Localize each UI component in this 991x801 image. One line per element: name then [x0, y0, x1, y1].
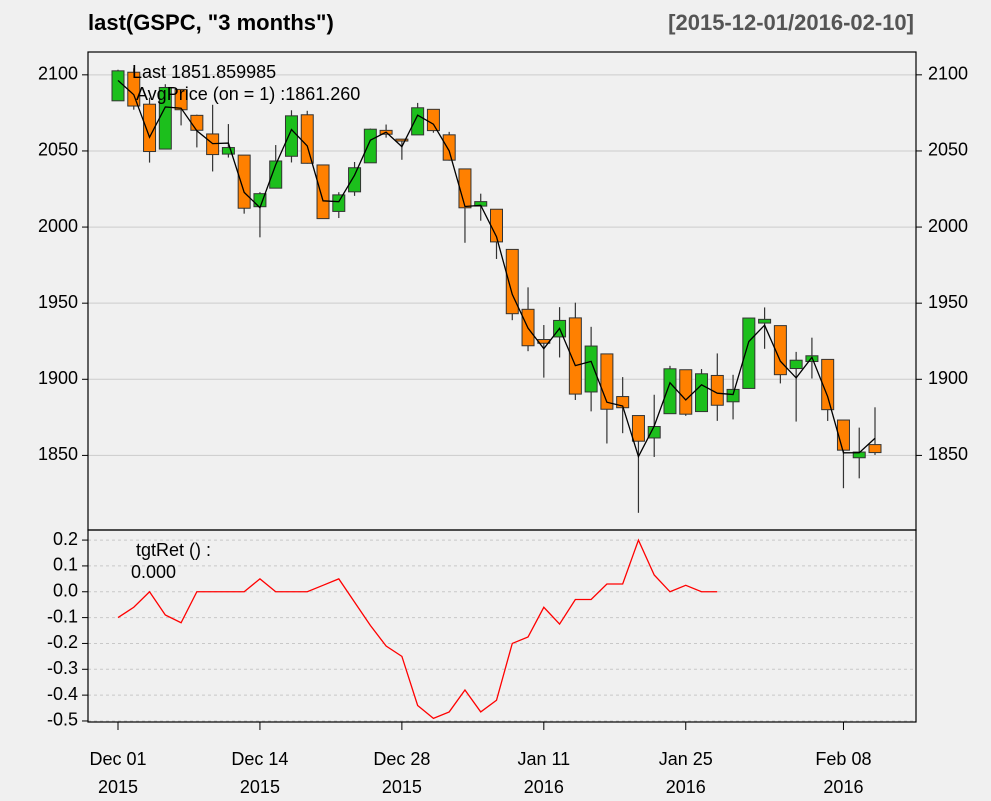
y-tick-label: 1950 [38, 292, 78, 312]
avgprice-line [117, 79, 876, 459]
candle-body [695, 373, 709, 413]
legend-label: tgtRet () : [136, 540, 211, 560]
y-tick-label-right: 2100 [928, 64, 968, 84]
bottom-panel-frame [87, 529, 917, 723]
candle-body [789, 359, 803, 370]
candle-body [568, 317, 582, 395]
y-tick-label: 1900 [38, 368, 78, 388]
y-tick-label: 2100 [38, 64, 78, 84]
y-tick-label: 0.0 [53, 581, 78, 601]
candle-body [821, 358, 835, 411]
candle-body [442, 134, 456, 161]
candle-body [300, 114, 314, 164]
chart-title: last(GSPC, "3 months") [88, 10, 334, 35]
candle-body [679, 369, 693, 415]
candle-body [458, 168, 472, 209]
y-tick-label: 1850 [38, 444, 78, 464]
candle-body [426, 108, 440, 132]
candle-body [868, 444, 882, 454]
series-line [117, 538, 718, 720]
candle-body [284, 115, 298, 157]
candle-body [111, 70, 125, 102]
candle-body [742, 317, 756, 389]
overlay-label: AvgPrice (on = 1) :1861.260 [136, 84, 360, 104]
candle-body [363, 128, 377, 164]
y-tick-label: -0.1 [47, 606, 78, 626]
y-tick-label-right: 2000 [928, 216, 968, 236]
last-label: Last 1851.859985 [132, 62, 276, 82]
y-tick-label-right: 2050 [928, 140, 968, 160]
candle-body [773, 325, 787, 376]
x-tick-label: Jan 11 2016 [517, 749, 570, 797]
y-tick-label: 2050 [38, 140, 78, 160]
candle-body [647, 425, 661, 439]
x-tick-label: Jan 25 2016 [659, 749, 713, 797]
y-tick-label-right: 1900 [928, 368, 968, 388]
candle-body [206, 133, 220, 156]
chart-subtitle: [2015-12-01/2016-02-10] [668, 10, 914, 35]
candle-body [174, 88, 188, 111]
y-tick-label: 0.1 [53, 555, 78, 575]
y-tick-label: 0.2 [53, 529, 78, 549]
y-tick-label: 2000 [38, 216, 78, 236]
candle-body [221, 147, 235, 155]
candle-body [269, 160, 283, 189]
candle-body [663, 368, 677, 415]
candle-body [395, 138, 409, 142]
y-tick-label-right: 1850 [928, 444, 968, 464]
candle-body [237, 154, 251, 209]
candle-body [190, 114, 204, 131]
y-tick-label: -0.2 [47, 632, 78, 652]
candle-body [332, 194, 346, 212]
candle-body [143, 103, 157, 153]
x-tick-label: Dec 01 2015 [89, 749, 146, 797]
y-tick-label: -0.5 [47, 710, 78, 730]
candle-body [316, 164, 330, 220]
candle-body [758, 318, 772, 324]
y-tick-label: -0.3 [47, 658, 78, 678]
x-tick-label: Dec 28 2015 [373, 749, 430, 797]
candle-body [726, 388, 740, 403]
x-tick-label: Dec 14 2015 [231, 749, 288, 797]
plot-layer: 1850 1850 1900 1900 1950 1950 2000 2000 2050 2050… [38, 62, 968, 797]
x-tick-label: Feb 08 2016 [815, 749, 871, 797]
candle-body [411, 107, 425, 136]
value-label: 0.000 [131, 562, 176, 582]
candle-body [836, 419, 850, 451]
candle-body [584, 345, 598, 393]
candle-body [631, 415, 645, 442]
candle-body [505, 248, 519, 315]
y-tick-label: -0.4 [47, 684, 78, 704]
candle-body [348, 167, 362, 193]
y-tick-label-right: 1950 [928, 292, 968, 312]
